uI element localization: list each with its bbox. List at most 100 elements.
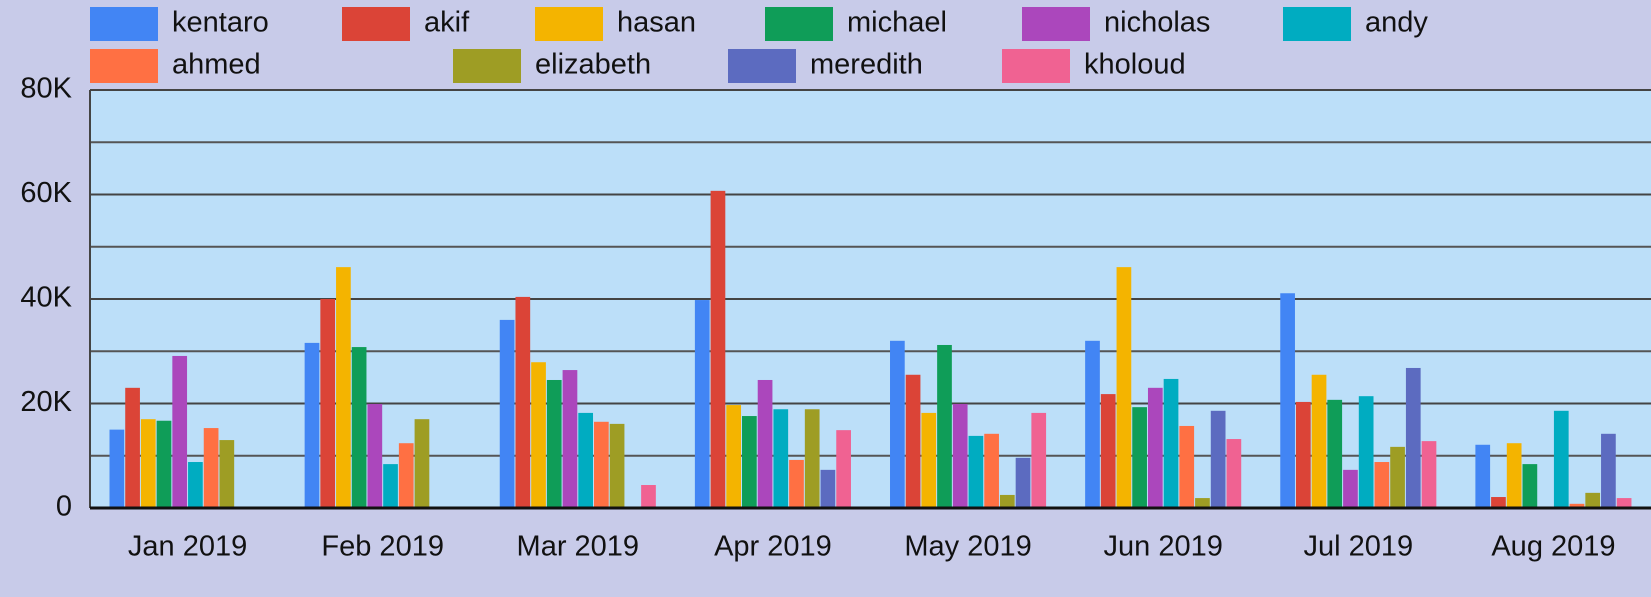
bar (219, 440, 235, 508)
bar (984, 433, 999, 508)
x-tick-label: Jun 2019 (1104, 531, 1223, 563)
legend-label: elizabeth (535, 49, 651, 81)
bar (789, 459, 804, 508)
bar (804, 409, 820, 508)
bar (578, 412, 594, 508)
bar (609, 423, 625, 508)
y-tick-label: 40K (20, 282, 72, 314)
legend-swatch (765, 7, 833, 41)
bar (641, 485, 656, 508)
bar (1491, 497, 1506, 508)
bar (1210, 410, 1226, 508)
legend-swatch (453, 49, 521, 83)
x-tick-label: Jul 2019 (1303, 531, 1413, 563)
y-tick-label: 80K (20, 73, 72, 105)
bar (367, 404, 383, 508)
bar (1015, 457, 1031, 508)
bar (562, 370, 578, 508)
bar (1601, 433, 1616, 508)
bar (398, 443, 414, 508)
bar (1405, 367, 1421, 508)
bar (203, 428, 219, 508)
bar (499, 319, 515, 508)
bar (1522, 464, 1538, 508)
legend-label: kholoud (1084, 49, 1186, 81)
bar (1327, 399, 1343, 508)
legend-swatch (728, 49, 796, 83)
bar (1147, 387, 1163, 508)
bar (1100, 394, 1116, 508)
bar (1421, 441, 1437, 508)
bar (937, 344, 952, 508)
bar (1585, 492, 1601, 508)
bar (1616, 498, 1632, 508)
bar (531, 362, 546, 508)
bar (188, 462, 203, 508)
bar (156, 420, 172, 508)
legend-swatch (535, 7, 603, 41)
legend-label: akif (424, 7, 470, 39)
bar (1295, 401, 1311, 508)
bar (320, 299, 336, 508)
bar (140, 419, 156, 508)
bar (1195, 498, 1210, 508)
legend-label: nicholas (1104, 7, 1210, 39)
bar (999, 494, 1015, 508)
bar (1374, 462, 1390, 508)
bar (773, 409, 789, 508)
bar (1390, 446, 1405, 508)
legend-swatch (90, 7, 158, 41)
bar (546, 379, 562, 508)
x-tick-label: May 2019 (904, 531, 1031, 563)
bar (1358, 396, 1374, 508)
bar (921, 412, 937, 508)
bar (304, 342, 320, 508)
bar (1506, 443, 1522, 508)
x-tick-label: Mar 2019 (517, 531, 640, 563)
bar (1226, 439, 1242, 508)
bar (1132, 407, 1147, 508)
y-tick-label: 60K (20, 177, 72, 209)
bar (757, 379, 773, 508)
bar (1085, 340, 1100, 508)
legend-swatch (1283, 7, 1351, 41)
bar (1116, 267, 1132, 508)
bar (336, 267, 351, 508)
bar (594, 421, 609, 508)
legend-label: michael (847, 7, 947, 39)
legend-label: hasan (617, 7, 696, 39)
bar (172, 355, 188, 508)
x-tick-label: Jan 2019 (128, 531, 247, 563)
bar (351, 347, 367, 508)
bar (1343, 469, 1358, 508)
bar (1569, 503, 1585, 508)
legend-swatch (342, 7, 410, 41)
bar (414, 419, 430, 508)
bar (1475, 444, 1491, 508)
bar (1031, 412, 1047, 508)
bar (515, 296, 531, 508)
bar (890, 340, 905, 508)
bar (109, 429, 125, 508)
legend-label: ahmed (172, 49, 261, 81)
bar (820, 469, 836, 508)
x-tick-label: Apr 2019 (714, 531, 832, 563)
bar (1179, 425, 1195, 508)
bar (1311, 374, 1327, 508)
legend-label: kentaro (172, 7, 269, 39)
bar (742, 416, 757, 508)
bar (726, 405, 742, 508)
bar (383, 464, 398, 508)
legend-swatch (90, 49, 158, 83)
bar (710, 190, 726, 508)
legend-swatch (1002, 49, 1070, 83)
bar (952, 404, 968, 508)
bar (968, 435, 984, 508)
legend-swatch (1022, 7, 1090, 41)
x-tick-label: Aug 2019 (1491, 531, 1615, 563)
y-tick-label: 0 (56, 491, 72, 523)
y-tick-label: 20K (20, 386, 72, 418)
bar (1280, 293, 1295, 508)
bar (1553, 410, 1569, 508)
